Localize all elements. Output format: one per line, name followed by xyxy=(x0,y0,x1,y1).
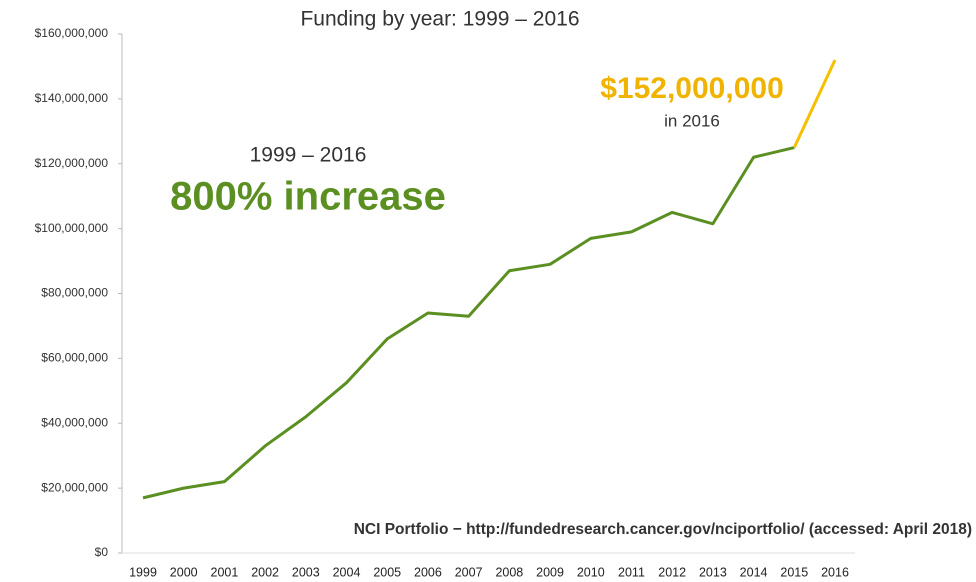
y-tick-label: $60,000,000 xyxy=(41,351,108,365)
line-series xyxy=(792,59,837,149)
y-tick-label: $0 xyxy=(95,545,109,559)
x-tick-label: 2014 xyxy=(740,565,768,579)
y-tick-label: $40,000,000 xyxy=(41,415,108,429)
y-tick-label: $100,000,000 xyxy=(35,221,109,235)
x-tick-label: 2005 xyxy=(373,565,401,579)
x-tick-label: 2003 xyxy=(292,565,320,579)
x-tick-label: 2016 xyxy=(821,565,849,579)
increase-label: 800% increase xyxy=(170,175,446,219)
y-tick-label: $20,000,000 xyxy=(41,480,108,494)
x-tick-label: 2010 xyxy=(577,565,605,579)
x-tick-label: 2009 xyxy=(536,565,564,579)
x-tick-label: 2002 xyxy=(251,565,279,579)
highlight-value: $152,000,000 xyxy=(600,72,784,105)
x-tick-label: 2000 xyxy=(170,565,198,579)
x-tick-label: 2006 xyxy=(414,565,442,579)
highlight-note: in 2016 xyxy=(664,111,720,130)
x-tick-label: 2007 xyxy=(455,565,483,579)
y-tick-label: $140,000,000 xyxy=(35,91,109,105)
x-tick-label: 2004 xyxy=(333,565,361,579)
y-tick-label: $120,000,000 xyxy=(35,156,109,170)
source-note: NCI Portfolio − http://fundedresearch.ca… xyxy=(354,521,972,538)
y-tick-label: $160,000,000 xyxy=(35,26,109,40)
x-tick-label: 2008 xyxy=(495,565,523,579)
chart-title: Funding by year: 1999 – 2016 xyxy=(300,8,579,31)
x-tick-label: 2012 xyxy=(658,565,686,579)
x-tick-label: 2001 xyxy=(211,565,239,579)
y-tick-label: $80,000,000 xyxy=(41,286,108,300)
line-series xyxy=(142,146,795,500)
x-tick-label: 1999 xyxy=(129,565,157,579)
x-tick-label: 2011 xyxy=(618,565,645,579)
x-tick-label: 2013 xyxy=(699,565,727,579)
x-tick-label: 2015 xyxy=(780,565,808,579)
range-label: 1999 – 2016 xyxy=(250,144,367,167)
